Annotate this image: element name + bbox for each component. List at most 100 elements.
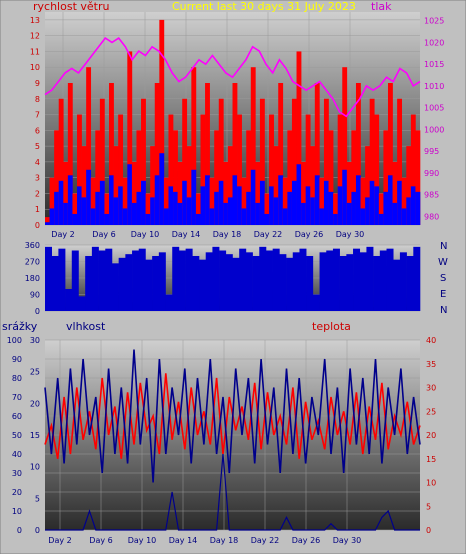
wind-low-bar — [191, 169, 197, 225]
wind-bar — [163, 177, 169, 225]
day-tick-label: Day 14 — [169, 536, 198, 545]
wind-low-bar — [45, 222, 50, 225]
wind-low-bar — [90, 208, 96, 225]
wind-bar — [122, 177, 128, 225]
wind-bar — [383, 130, 389, 225]
direction-bar — [132, 250, 140, 311]
direction-bar — [239, 248, 247, 311]
wind-bar — [159, 19, 165, 226]
direction-tick-label: 270 — [25, 258, 40, 267]
wind-low-bar — [342, 169, 348, 225]
pressure-line — [44, 37, 421, 118]
humidity-tick-label: 40 — [12, 450, 22, 459]
pressure-label: tlak — [371, 0, 392, 13]
day-tick-label: Day 2 — [51, 230, 74, 239]
wind-low-bar — [337, 186, 343, 225]
wind-bar — [81, 146, 87, 225]
wind-low-bar — [410, 186, 416, 225]
day-tick-label: Day 18 — [210, 536, 239, 545]
temp-tick-label: 20 — [426, 431, 436, 440]
wind-low-bar — [223, 202, 229, 225]
rain-tick-label: 0 — [35, 526, 40, 535]
wind-low-bar — [310, 197, 316, 225]
day-tick-label: Day 18 — [213, 230, 242, 239]
wind-bar — [127, 51, 133, 225]
wind-low-bar — [314, 175, 320, 225]
direction-bar — [78, 296, 86, 311]
direction-bar — [98, 250, 106, 311]
wind-low-bar — [168, 186, 174, 225]
wind-low-bar — [264, 213, 270, 225]
wind-bar — [109, 83, 114, 225]
day-tick-label: Day 6 — [92, 230, 115, 239]
direction-bar — [145, 259, 153, 311]
direction-bar — [125, 254, 133, 311]
rain-tick-label: 30 — [30, 336, 40, 345]
wind-low-bar — [392, 202, 398, 225]
temp-tick-label: 5 — [426, 502, 431, 511]
wind-bar — [415, 130, 421, 225]
wind-tick-label: 3 — [35, 174, 40, 183]
wind-bar — [154, 83, 160, 225]
wind-bar — [186, 146, 192, 225]
wind-bar — [310, 146, 316, 225]
direction-bar — [373, 256, 381, 311]
temp-tick-label: 30 — [426, 384, 436, 393]
wind-bar — [397, 98, 403, 225]
wind-bar — [141, 98, 146, 225]
wind-bar — [67, 83, 73, 225]
wind-bar — [319, 177, 325, 225]
direction-bar — [332, 248, 340, 311]
day-tick-label: Day 30 — [333, 536, 362, 545]
wind-low-bar — [159, 153, 165, 225]
wind-bar — [323, 98, 329, 225]
wind-bar — [209, 177, 215, 225]
wind-tick-label: 6 — [35, 126, 40, 135]
wind-bar — [301, 161, 306, 225]
wind-low-bar — [415, 191, 421, 225]
wind-low-bar — [95, 191, 101, 225]
wind-bar — [173, 130, 178, 225]
pressure-y-axis: 980 985 990 995 1000 1005 1010 1015 1020 1025 — [424, 17, 444, 222]
wind-bar — [264, 193, 270, 225]
temp-label: teplota — [312, 320, 351, 333]
day-tick-label: Day 22 — [254, 230, 283, 239]
wind-bar — [182, 98, 188, 225]
wind-bar — [150, 146, 156, 225]
wind-bar — [287, 130, 293, 225]
wind-low-bar — [360, 208, 366, 225]
temp-y-axis: 0 5 10 15 20 25 30 35 40 — [426, 336, 436, 535]
rain-label: srážky — [2, 320, 38, 333]
wind-bar — [205, 83, 210, 225]
wind-bar — [374, 114, 380, 225]
wind-low-bar — [246, 191, 252, 225]
day-tick-label: Day 2 — [48, 536, 71, 545]
pressure-tick-label: 1020 — [424, 38, 444, 47]
direction-bar — [326, 250, 334, 311]
wind-low-bar — [378, 213, 384, 225]
rain-tick-label: 20 — [30, 399, 40, 408]
temp-tick-label: 10 — [426, 479, 436, 488]
wind-low-bar — [291, 180, 297, 225]
wind-bar — [191, 67, 197, 225]
wind-bar — [214, 130, 220, 225]
wind-low-bar — [346, 202, 352, 225]
direction-bar — [172, 246, 180, 311]
direction-bar — [138, 248, 146, 311]
wind-bar — [77, 114, 82, 225]
wind-low-bar — [150, 197, 156, 225]
wind-bar — [305, 114, 311, 225]
wind-tick-label: 5 — [35, 142, 40, 151]
wind-series — [44, 19, 421, 226]
direction-series — [45, 246, 421, 311]
wind-low-bar — [301, 202, 306, 225]
wind-bar — [250, 67, 256, 225]
wind-bar — [131, 161, 137, 225]
rain-tick-label: 10 — [30, 463, 40, 472]
wind-bar — [227, 146, 233, 225]
wind-low-bar — [269, 186, 274, 225]
wind-low-bar — [86, 169, 92, 225]
direction-bar — [219, 250, 227, 311]
pressure-tick-label: 1000 — [424, 125, 444, 134]
wind-low-bar — [182, 180, 188, 225]
